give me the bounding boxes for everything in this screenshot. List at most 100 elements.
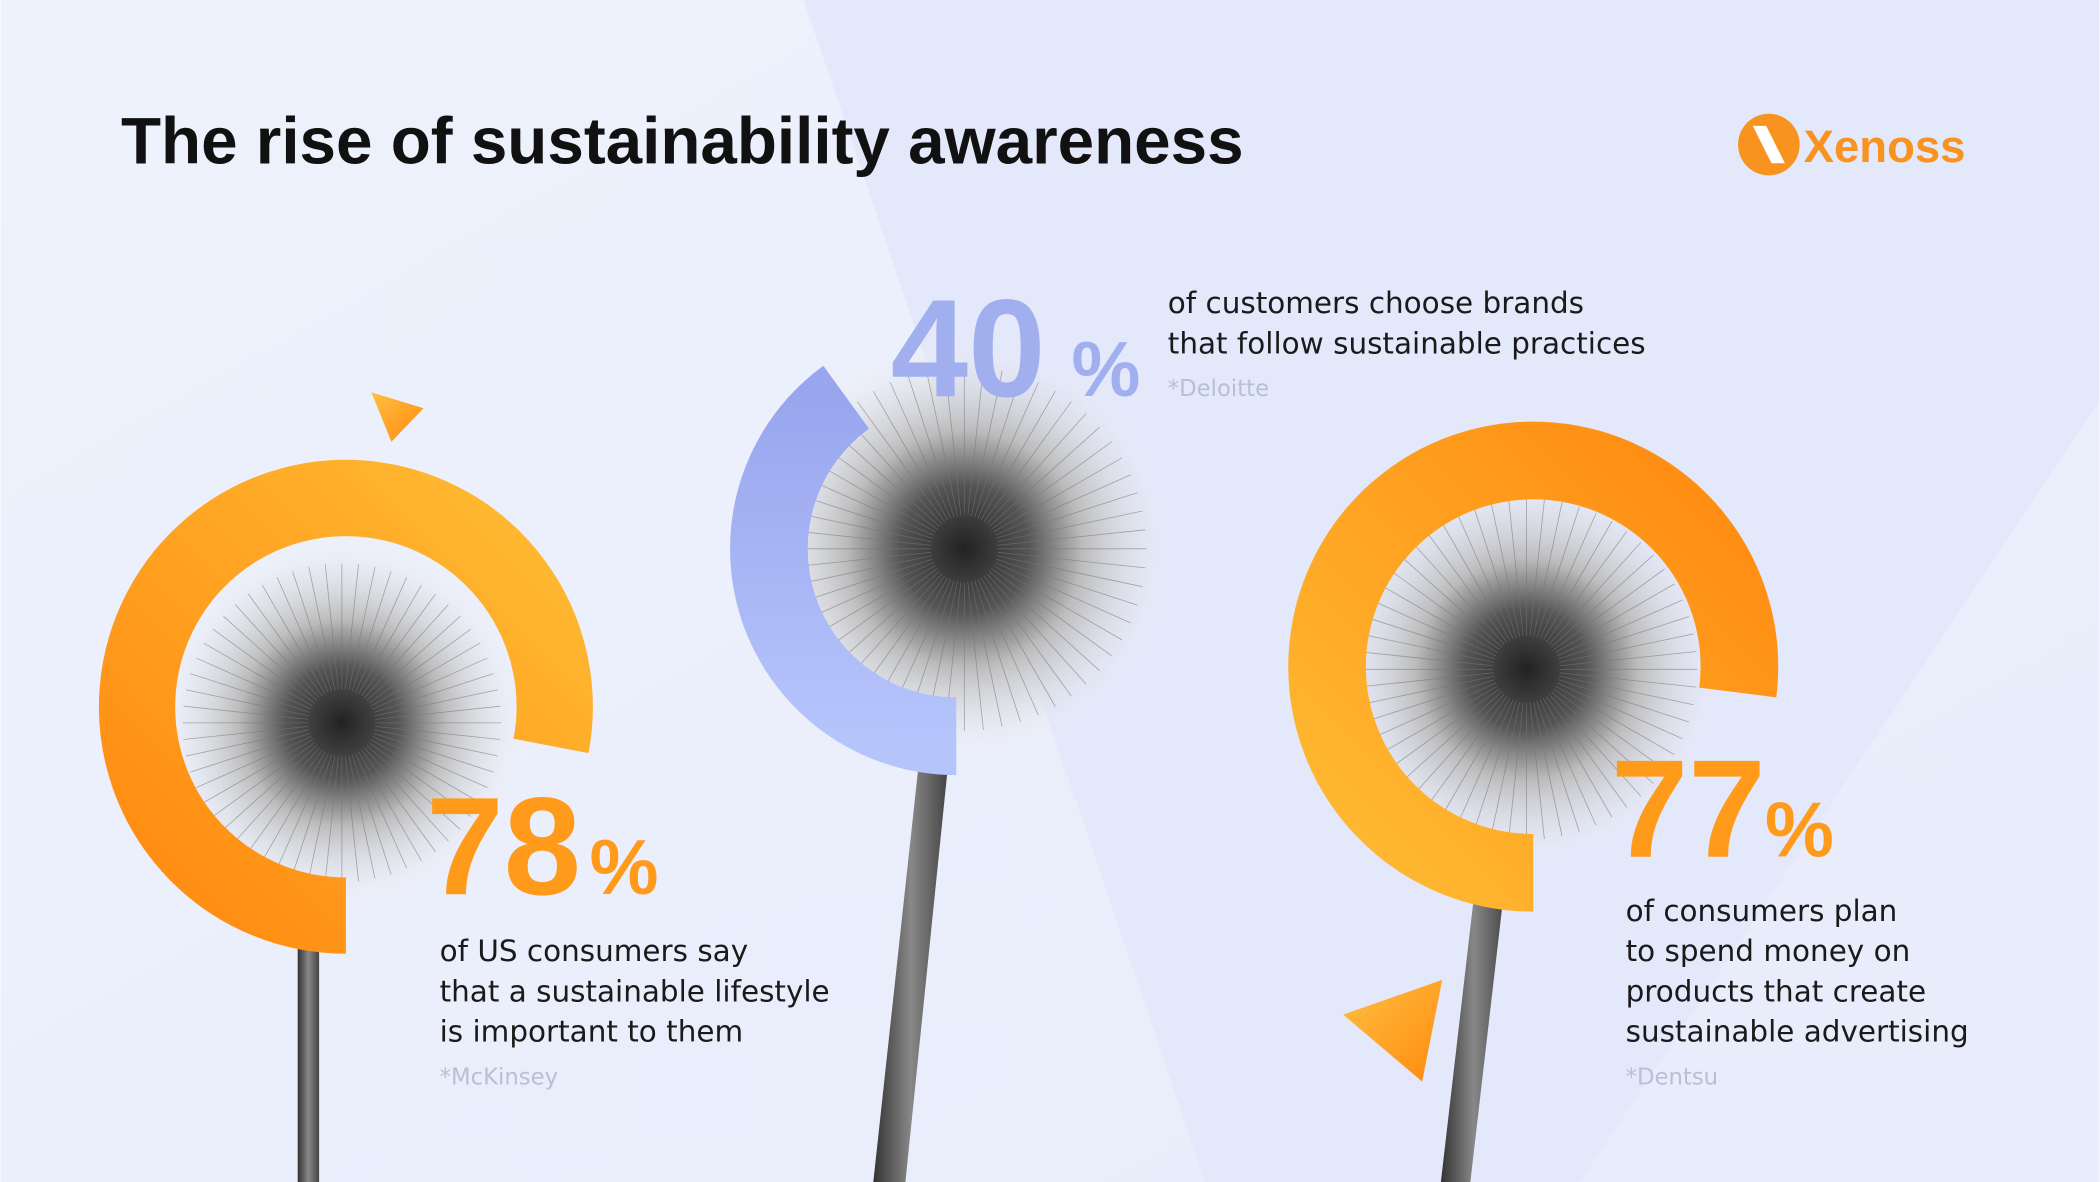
filament [372, 736, 488, 789]
filament [988, 570, 1100, 671]
filament [856, 401, 945, 522]
filament [997, 529, 1146, 546]
filament [373, 732, 494, 773]
filament [212, 742, 316, 817]
filament [196, 657, 312, 710]
filament [351, 754, 392, 875]
filament [980, 577, 1056, 707]
stat-value: 40 [891, 270, 1046, 426]
filament [1539, 699, 1597, 826]
filament [986, 413, 1087, 525]
filament [1553, 568, 1665, 650]
filament [261, 751, 326, 862]
filament [1412, 693, 1505, 797]
filament [358, 584, 422, 695]
filament [374, 689, 498, 717]
filament [970, 581, 1003, 727]
stat-description: to spend money on [1626, 934, 1911, 968]
filament [308, 566, 336, 691]
filament [1388, 688, 1500, 770]
filament [1542, 698, 1613, 818]
filament [1490, 701, 1520, 837]
filament [203, 739, 314, 803]
filament [276, 577, 329, 693]
filament [1399, 691, 1502, 784]
filament [1553, 688, 1665, 770]
progress-ring [1288, 421, 1779, 912]
filament [234, 604, 320, 699]
filament [1559, 672, 1697, 688]
filament [1559, 651, 1697, 667]
filament [974, 375, 1021, 518]
filament [212, 628, 316, 704]
filament [1399, 554, 1502, 648]
filament [1364, 679, 1495, 723]
filament [183, 705, 309, 720]
dandelion-head [154, 535, 530, 911]
filament [944, 367, 962, 516]
filament [1539, 513, 1597, 639]
filament [1440, 521, 1511, 641]
filament [366, 615, 461, 701]
filament [355, 577, 408, 693]
title: The rise of sustainability awareness [121, 104, 1244, 177]
filament [1425, 696, 1508, 808]
filament [1559, 633, 1694, 663]
filament [1551, 554, 1654, 648]
filament [1533, 701, 1563, 837]
filament [344, 564, 359, 690]
stat-description: products that create [1626, 974, 1927, 1008]
filament [1533, 502, 1563, 637]
filament [375, 705, 501, 720]
filament [983, 401, 1072, 522]
filament [1508, 702, 1524, 840]
filament [203, 642, 314, 707]
filament [993, 565, 1123, 641]
filament [196, 736, 312, 789]
filament [374, 729, 498, 757]
filament [247, 593, 323, 697]
progress-ring [730, 365, 958, 776]
stem [297, 937, 320, 1182]
filament [361, 593, 436, 697]
filament [967, 582, 984, 730]
filament [276, 753, 329, 869]
filament [351, 571, 392, 692]
stat-source: *McKinsey [440, 1064, 558, 1090]
filament [348, 755, 376, 879]
filament [324, 756, 339, 882]
progress-ring [98, 459, 593, 954]
filament [1559, 675, 1694, 706]
logo-text: Xenoss [1804, 121, 1966, 172]
filament [223, 615, 318, 701]
filament [1364, 616, 1495, 660]
filament [373, 673, 494, 713]
filament [1545, 696, 1628, 808]
filament [223, 744, 318, 830]
stat-description: of US consumers say [440, 934, 749, 968]
filament [1555, 583, 1675, 653]
filament [348, 566, 376, 691]
filament [324, 564, 339, 690]
dandelion-heads [154, 334, 1728, 911]
filament [292, 754, 332, 875]
filament [977, 579, 1039, 716]
filament [190, 673, 311, 713]
filament [991, 568, 1112, 657]
filament [308, 755, 336, 879]
decor-triangle [371, 392, 424, 442]
stat-unit: % [1071, 327, 1140, 413]
filament [1508, 499, 1524, 637]
filament [1378, 685, 1498, 755]
filament [247, 749, 323, 852]
stem [873, 763, 949, 1182]
stat-value: 77 [1611, 731, 1766, 887]
filament [996, 510, 1143, 543]
filament [980, 390, 1056, 521]
filament [1378, 583, 1498, 653]
filament [1536, 506, 1580, 638]
filament [1529, 499, 1545, 637]
filament [358, 751, 422, 862]
